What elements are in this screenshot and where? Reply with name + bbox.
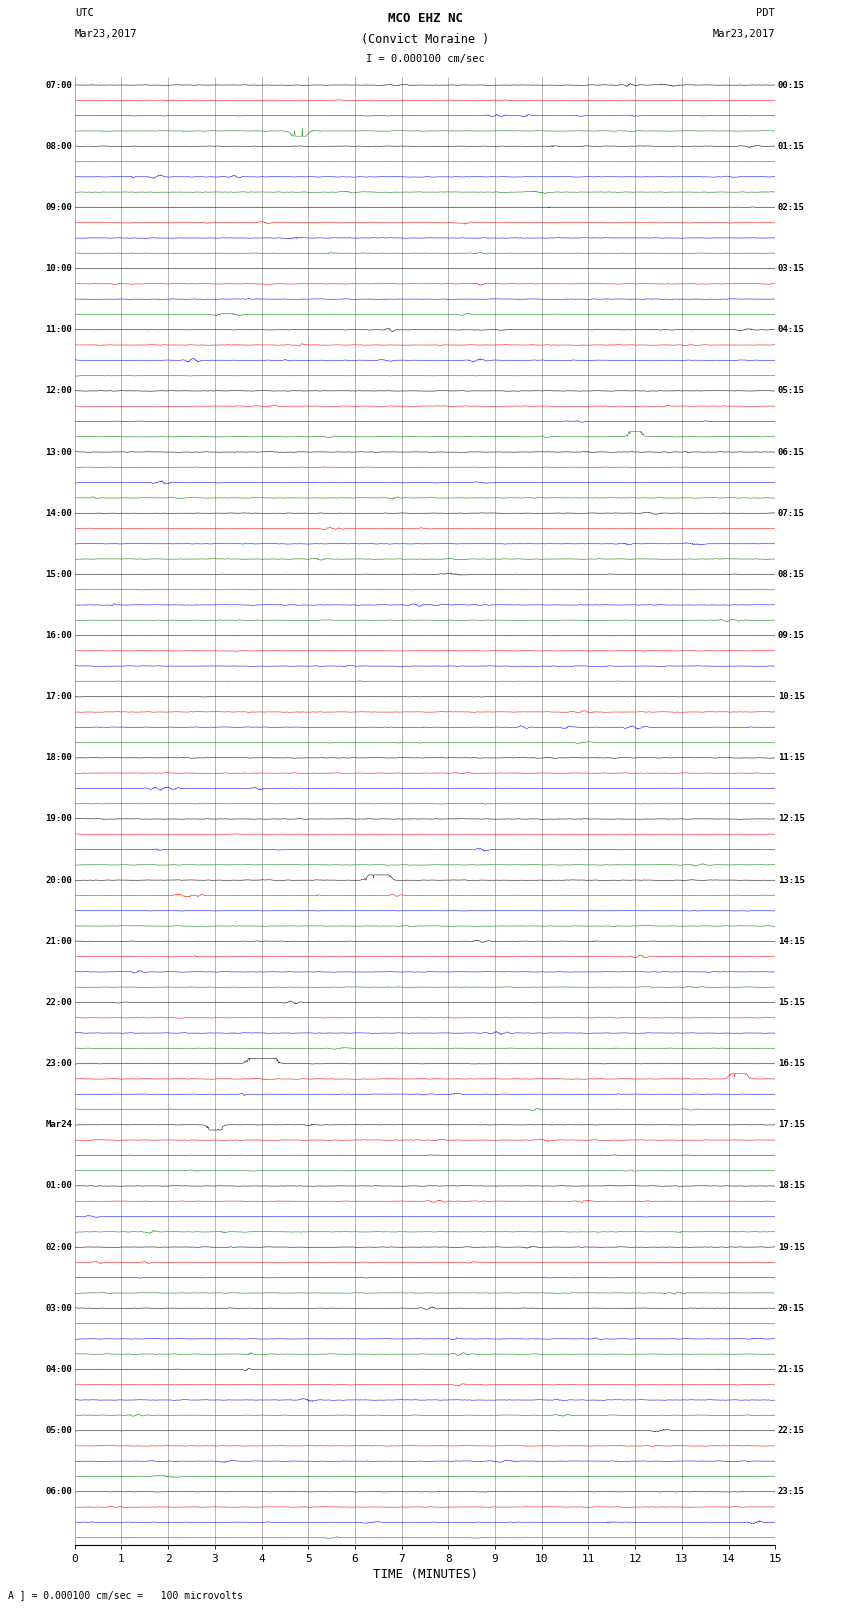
Text: 13:15: 13:15	[778, 876, 805, 884]
Text: 00:15: 00:15	[778, 81, 805, 90]
Text: 23:15: 23:15	[778, 1487, 805, 1497]
Text: 06:15: 06:15	[778, 447, 805, 456]
Text: 07:15: 07:15	[778, 508, 805, 518]
Text: 02:00: 02:00	[45, 1242, 72, 1252]
Text: 05:00: 05:00	[45, 1426, 72, 1436]
Text: 22:15: 22:15	[778, 1426, 805, 1436]
Text: 21:00: 21:00	[45, 937, 72, 945]
Text: 04:00: 04:00	[45, 1365, 72, 1374]
Text: 20:00: 20:00	[45, 876, 72, 884]
Text: 21:15: 21:15	[778, 1365, 805, 1374]
Text: 14:00: 14:00	[45, 508, 72, 518]
Text: MCO EHZ NC: MCO EHZ NC	[388, 11, 462, 24]
Text: 02:15: 02:15	[778, 203, 805, 211]
Text: 17:00: 17:00	[45, 692, 72, 702]
Text: 22:00: 22:00	[45, 998, 72, 1007]
Text: 14:15: 14:15	[778, 937, 805, 945]
Text: 18:15: 18:15	[778, 1181, 805, 1190]
Text: 08:15: 08:15	[778, 569, 805, 579]
Text: UTC: UTC	[75, 8, 94, 18]
Text: 01:15: 01:15	[778, 142, 805, 150]
Text: 15:00: 15:00	[45, 569, 72, 579]
Text: 13:00: 13:00	[45, 447, 72, 456]
Text: 09:00: 09:00	[45, 203, 72, 211]
Text: Mar24: Mar24	[45, 1121, 72, 1129]
Text: 09:15: 09:15	[778, 631, 805, 640]
Text: 17:15: 17:15	[778, 1121, 805, 1129]
Text: 05:15: 05:15	[778, 387, 805, 395]
Text: 08:00: 08:00	[45, 142, 72, 150]
Text: 04:15: 04:15	[778, 326, 805, 334]
Text: Mar23,2017: Mar23,2017	[75, 29, 138, 39]
Text: (Convict Moraine ): (Convict Moraine )	[361, 32, 489, 45]
Text: 23:00: 23:00	[45, 1060, 72, 1068]
Text: 03:00: 03:00	[45, 1303, 72, 1313]
Text: 11:15: 11:15	[778, 753, 805, 763]
Text: 11:00: 11:00	[45, 326, 72, 334]
Text: 19:15: 19:15	[778, 1242, 805, 1252]
Text: 20:15: 20:15	[778, 1303, 805, 1313]
Text: 16:15: 16:15	[778, 1060, 805, 1068]
Text: 06:00: 06:00	[45, 1487, 72, 1497]
Text: 19:00: 19:00	[45, 815, 72, 824]
Text: 07:00: 07:00	[45, 81, 72, 90]
Text: A ] = 0.000100 cm/sec =   100 microvolts: A ] = 0.000100 cm/sec = 100 microvolts	[8, 1590, 243, 1600]
Text: 10:15: 10:15	[778, 692, 805, 702]
Text: 18:00: 18:00	[45, 753, 72, 763]
Text: I = 0.000100 cm/sec: I = 0.000100 cm/sec	[366, 53, 484, 63]
Text: Mar23,2017: Mar23,2017	[712, 29, 775, 39]
Text: 12:00: 12:00	[45, 387, 72, 395]
Text: 15:15: 15:15	[778, 998, 805, 1007]
X-axis label: TIME (MINUTES): TIME (MINUTES)	[372, 1568, 478, 1581]
Text: 16:00: 16:00	[45, 631, 72, 640]
Text: 12:15: 12:15	[778, 815, 805, 824]
Text: PDT: PDT	[756, 8, 775, 18]
Text: 10:00: 10:00	[45, 265, 72, 273]
Text: 03:15: 03:15	[778, 265, 805, 273]
Text: 01:00: 01:00	[45, 1181, 72, 1190]
